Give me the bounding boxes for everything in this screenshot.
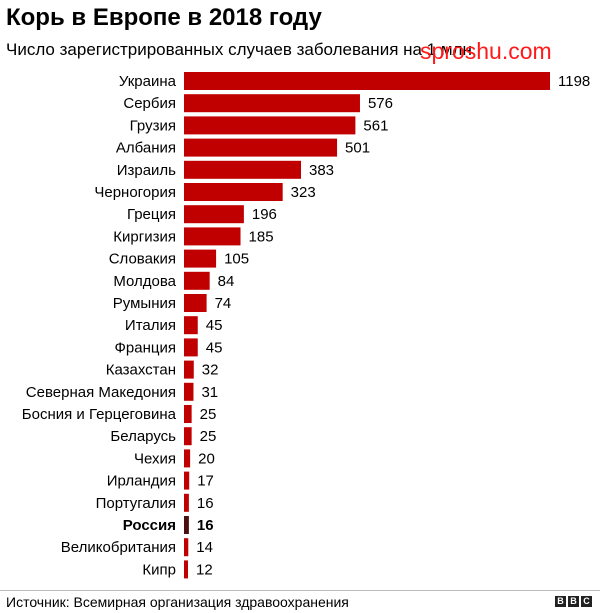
value-label: 561	[363, 117, 388, 134]
bar	[184, 493, 189, 512]
category-label: Сербия	[123, 95, 176, 112]
bar	[184, 160, 302, 179]
value-label: 45	[206, 317, 223, 334]
category-label: Италия	[125, 317, 176, 334]
bar	[184, 271, 210, 290]
value-label: 16	[197, 517, 214, 534]
category-label: Израиль	[117, 162, 176, 179]
category-label: Казахстан	[106, 362, 176, 379]
category-label: Молдова	[113, 273, 176, 290]
category-label: Чехия	[134, 450, 176, 467]
value-label: 16	[197, 495, 214, 512]
chart-subtitle: Число зарегистрированных случаев заболев…	[6, 40, 472, 59]
bar	[184, 560, 188, 579]
category-label: Португалия	[96, 495, 176, 512]
bar	[184, 227, 241, 246]
logo-letter: B	[555, 596, 566, 607]
bar	[184, 471, 190, 490]
category-label: Великобритания	[61, 539, 176, 556]
category-label: Кипр	[142, 561, 176, 578]
value-label: 14	[196, 539, 213, 556]
value-label: 17	[197, 473, 214, 490]
logo-letter: C	[581, 596, 592, 607]
category-label: Словакия	[109, 251, 176, 268]
value-label: 25	[200, 406, 217, 423]
value-label: 185	[249, 228, 274, 245]
category-label: Россия	[123, 517, 176, 534]
bar	[184, 338, 198, 357]
bar	[184, 116, 356, 135]
value-label: 20	[198, 450, 215, 467]
bar	[184, 382, 194, 401]
value-label: 501	[345, 140, 370, 157]
bar	[184, 516, 189, 534]
bar	[184, 405, 192, 423]
value-label: 1198	[558, 73, 590, 90]
category-label: Босния и Герцеговина	[22, 406, 177, 423]
bar	[184, 316, 198, 335]
category-label: Румыния	[113, 295, 176, 312]
category-label: Ирландия	[107, 473, 176, 490]
value-label: 105	[224, 251, 249, 268]
category-label: Беларусь	[110, 428, 176, 445]
category-label: Албания	[116, 140, 176, 157]
bar	[184, 94, 360, 113]
category-label: Грузия	[130, 117, 176, 134]
bar	[184, 449, 191, 468]
value-label: 74	[215, 295, 232, 312]
value-label: 84	[218, 273, 235, 290]
category-label: Греция	[127, 206, 176, 223]
bar	[184, 360, 194, 379]
category-label: Северная Македония	[26, 384, 176, 401]
value-label: 576	[368, 95, 393, 112]
bar-chart: Украина 1198 Сербия 576 Грузия 561 Албания 501 И…	[22, 72, 590, 579]
bbc-logo: B B C	[555, 596, 592, 607]
bar	[184, 205, 244, 224]
category-label: Черногория	[94, 184, 176, 201]
value-label: 323	[291, 184, 316, 201]
source-note: Источник: Всемирная организация здравоох…	[6, 594, 349, 610]
bar	[184, 538, 189, 557]
footer: Источник: Всемирная организация здравоох…	[0, 590, 600, 613]
bar	[184, 138, 338, 157]
bar	[184, 294, 207, 312]
bar	[184, 72, 550, 90]
value-label: 12	[196, 561, 213, 578]
bar	[184, 249, 217, 268]
value-label: 25	[200, 428, 217, 445]
value-label: 383	[309, 162, 334, 179]
value-label: 45	[206, 339, 223, 356]
value-label: 31	[201, 384, 218, 401]
chart-title: Корь в Европе в 2018 году	[6, 4, 322, 31]
value-label: 196	[252, 206, 277, 223]
category-label: Франция	[115, 339, 176, 356]
watermark: sproshu.com	[420, 38, 552, 64]
bar	[184, 427, 192, 446]
category-label: Украина	[119, 73, 177, 90]
value-label: 32	[202, 362, 219, 379]
bar	[184, 183, 283, 201]
logo-letter: B	[568, 596, 579, 607]
category-label: Киргизия	[113, 228, 176, 245]
